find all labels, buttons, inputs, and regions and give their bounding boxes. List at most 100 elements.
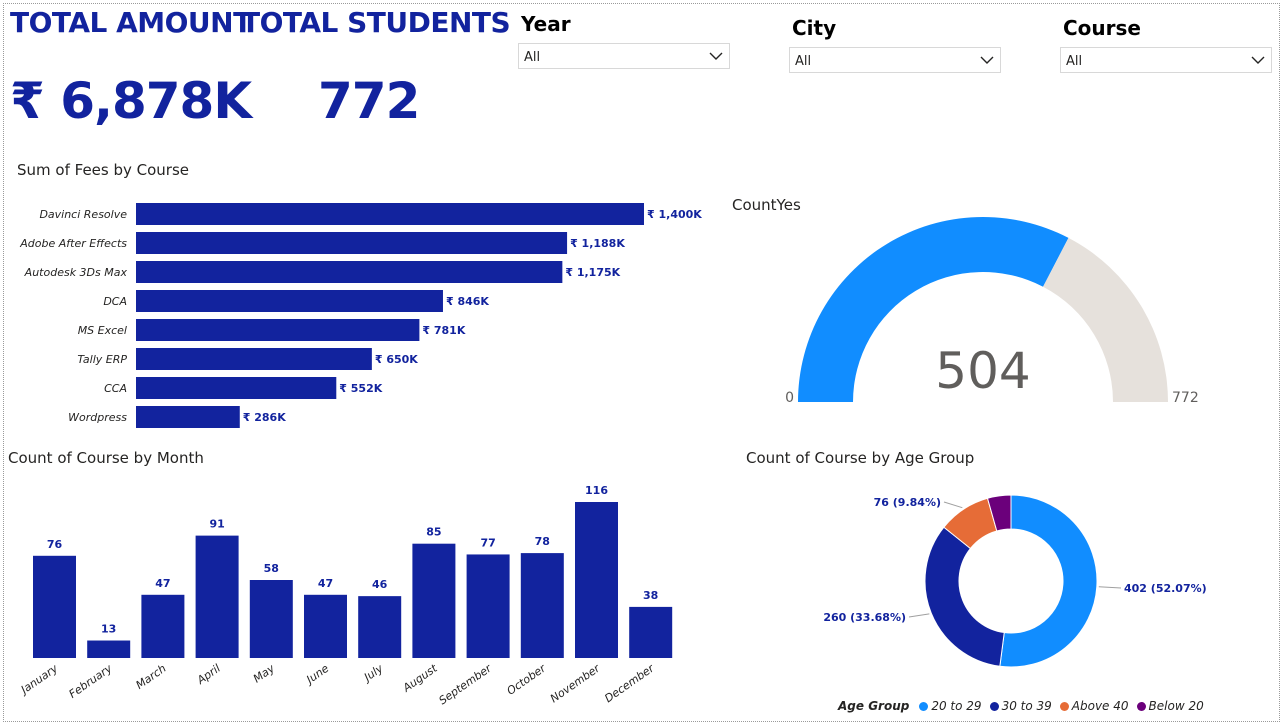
month-tick-label: May (251, 662, 277, 686)
course-slicer-label: Course (1063, 16, 1141, 40)
fees-bar[interactable] (136, 406, 240, 428)
fees-data-label: ₹ 552K (339, 382, 382, 395)
donut-leader-line (1098, 586, 1122, 589)
fees-data-label: ₹ 846K (446, 295, 489, 308)
fees-category-label: Wordpress (68, 411, 127, 424)
month-tick-label: November (548, 661, 604, 705)
month-tick-label: February (67, 662, 115, 701)
month-data-label: 13 (101, 623, 116, 636)
month-bar[interactable] (141, 594, 185, 658)
month-data-label: 47 (318, 577, 333, 590)
month-data-label: 47 (155, 577, 170, 590)
chevron-down-icon (980, 56, 994, 64)
course-slicer-value: All (1066, 54, 1083, 69)
month-bar[interactable] (304, 594, 347, 658)
month-bar[interactable] (249, 580, 293, 658)
month-data-label: 116 (585, 484, 608, 497)
month-tick-label: June (302, 662, 331, 688)
chevron-down-icon (709, 52, 723, 60)
legend-dot-icon (1059, 701, 1069, 711)
total-students-value: 772 (318, 72, 420, 130)
gauge-value-label: 504 (935, 342, 1030, 400)
month-bar[interactable] (412, 543, 456, 658)
course-slicer-dropdown[interactable]: All (1060, 47, 1272, 73)
donut-data-label: 76 (9.84%) (874, 496, 941, 509)
fees-data-label: ₹ 1,175K (565, 266, 620, 279)
fees-category-label: DCA (103, 295, 127, 308)
legend-dot-icon (989, 701, 999, 711)
course-by-month-chart: 76 January 13 February 47 March 91 April 58 May 47… (17, 484, 673, 707)
month-tick-label: March (133, 662, 168, 692)
donut-slice[interactable] (924, 526, 1005, 667)
city-slicer-value: All (795, 54, 812, 69)
age-chart-title: Count of Course by Age Group (746, 449, 975, 467)
count-yes-gauge: 504 0 772 (785, 216, 1199, 406)
month-bar[interactable] (575, 502, 618, 658)
total-amount-title: TOTAL AMOUNT (10, 6, 252, 39)
age-group-donut-chart: 402 (52.07%) 260 (33.68%) 76 (9.84%) (823, 494, 1207, 668)
month-tick-label: September (437, 661, 495, 707)
fees-bar[interactable] (136, 319, 420, 341)
month-tick-label: December (602, 661, 657, 705)
legend-item-above-40[interactable]: Above 40 (1059, 699, 1129, 713)
month-tick-label: October (504, 661, 549, 698)
legend-item-20-29[interactable]: 20 to 29 (919, 699, 982, 713)
month-chart-title: Count of Course by Month (8, 449, 204, 467)
legend-title: Age Group (838, 699, 910, 713)
fees-bar[interactable] (136, 290, 443, 312)
gauge-title: CountYes (732, 196, 801, 214)
fees-category-label: Tally ERP (77, 353, 127, 366)
month-data-label: 77 (480, 536, 495, 549)
legend-item-below-20[interactable]: Below 20 (1136, 699, 1204, 713)
fees-category-label: CCA (104, 382, 127, 395)
fees-bar[interactable] (136, 232, 568, 254)
month-data-label: 76 (47, 538, 63, 551)
gauge-remaining-arc[interactable] (1043, 237, 1168, 402)
chevron-down-icon (1251, 56, 1265, 64)
month-bar[interactable] (520, 553, 564, 658)
total-students-title: TOTAL STUDENTS (241, 6, 511, 39)
gauge-min-label: 0 (785, 390, 794, 406)
fees-bar[interactable] (136, 377, 337, 399)
fees-category-label: MS Excel (78, 324, 127, 337)
donut-slice[interactable] (999, 494, 1098, 668)
legend-dot-icon (919, 701, 929, 711)
fees-category-label: Davinci Resolve (39, 208, 127, 221)
year-slicer-dropdown[interactable]: All (518, 43, 730, 69)
legend-dot-icon (1136, 701, 1146, 711)
month-tick-label: August (400, 661, 440, 695)
legend-item-30-39[interactable]: 30 to 39 (989, 699, 1052, 713)
fees-category-label: Adobe After Effects (19, 237, 127, 250)
month-bar[interactable] (629, 606, 673, 658)
month-data-label: 38 (643, 589, 658, 602)
month-bar[interactable] (195, 535, 239, 658)
month-data-label: 78 (535, 535, 550, 548)
month-tick-label: April (194, 662, 223, 688)
year-slicer-label: Year (521, 12, 571, 36)
report-canvas (3, 3, 1280, 722)
month-bar[interactable] (466, 554, 510, 658)
fees-chart-title: Sum of Fees by Course (17, 161, 190, 179)
fees-data-label: ₹ 1,188K (570, 237, 625, 250)
fees-data-label: ₹ 286K (243, 411, 286, 424)
donut-data-label: 260 (33.68%) (823, 611, 906, 624)
fees-bar[interactable] (136, 348, 372, 370)
city-slicer-label: City (792, 16, 837, 40)
month-tick-label: July (360, 662, 386, 685)
donut-slice[interactable] (986, 494, 1012, 532)
year-slicer-value: All (524, 50, 541, 65)
total-amount-value: ₹ 6,878K (10, 72, 252, 130)
fees-bar[interactable] (136, 261, 563, 283)
fees-category-label: Autodesk 3Ds Max (24, 266, 128, 279)
month-data-label: 58 (264, 562, 279, 575)
city-slicer-dropdown[interactable]: All (789, 47, 1001, 73)
month-bar[interactable] (358, 596, 402, 658)
gauge-value-arc[interactable] (798, 216, 1069, 402)
month-bar[interactable] (33, 555, 76, 658)
month-tick-label: January (17, 662, 61, 698)
month-bar[interactable] (87, 640, 131, 658)
donut-leader-line (943, 501, 963, 509)
month-data-label: 85 (426, 526, 441, 539)
fees-data-label: ₹ 781K (422, 324, 465, 337)
fees-bar[interactable] (136, 203, 644, 225)
